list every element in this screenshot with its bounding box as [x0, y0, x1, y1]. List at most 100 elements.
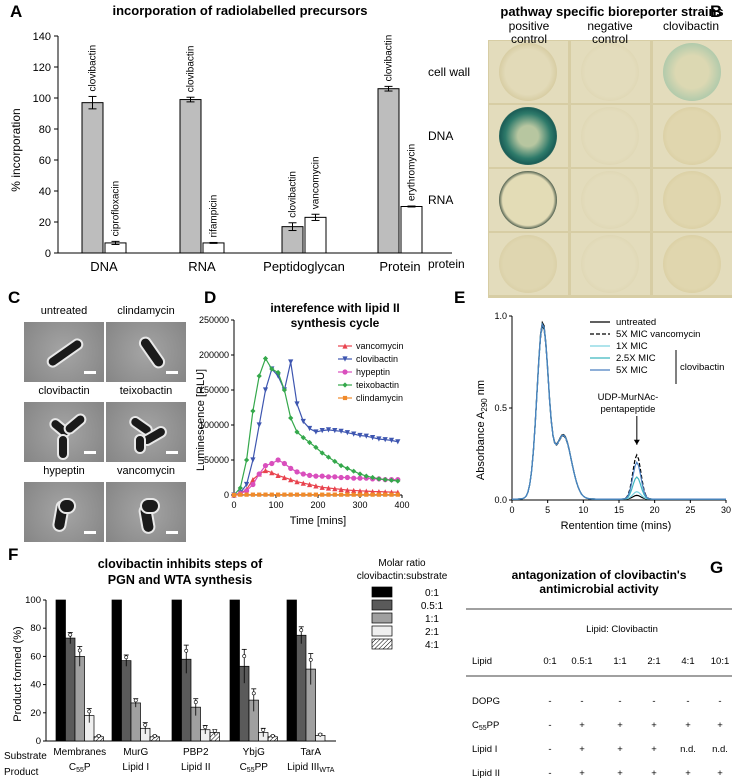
panel-a-bar-label: clovibactin — [186, 46, 197, 93]
panel-d-ylabel: Luminescence [RLU] — [195, 369, 207, 471]
panel-e-annotation-line2: pentapeptide — [601, 404, 656, 415]
panel-d-ytick-label: 200000 — [199, 350, 229, 360]
panel-f-replicate-point — [96, 734, 101, 738]
panel-e-legend-label: 2.5X MIC — [616, 353, 656, 364]
panel-f-legend-title-line2: clovibactin:substrate — [357, 571, 448, 582]
panel-d-marker — [342, 356, 348, 362]
panel-g-cell: + — [617, 720, 623, 731]
panel-f-legend-label: 2:1 — [425, 627, 439, 638]
panel-d-marker — [281, 460, 287, 467]
panel-f-ylabel: Product formed (%) — [12, 626, 24, 721]
panel-e-legend-label: 1X MIC — [616, 341, 648, 352]
panel-d-marker — [237, 485, 243, 491]
panel-a-ylabel: % incorporation — [9, 108, 23, 191]
panel-g-cell: n.d. — [680, 744, 696, 755]
panel-f-title-line1: clovibactin inhibits steps of — [98, 557, 263, 571]
panel-d-ytick-label: 0 — [224, 490, 229, 500]
bacterial-cell — [58, 498, 76, 514]
panel-d-marker — [281, 474, 287, 481]
panel-f-substrate-main: C — [240, 762, 247, 773]
panel-g-row-sub: 55 — [479, 725, 487, 732]
panel-g-row-label: DOPG — [472, 696, 500, 707]
panel-d-legend-label: clovibactin — [356, 354, 398, 364]
panel-d-marker — [357, 475, 363, 481]
panel-e-xtick-label: 30 — [721, 505, 731, 515]
panel-d-marker — [262, 463, 269, 469]
panel-d-marker — [338, 428, 344, 434]
panel-d-marker — [262, 467, 269, 474]
panel-a-title: incorporation of radiolabelled precursor… — [113, 3, 368, 18]
panel-f-ytick-label: 40 — [30, 680, 41, 691]
panel-d-marker — [370, 492, 375, 497]
panel-a-ytick-label: 0 — [45, 248, 51, 260]
panel-d-marker — [338, 486, 344, 492]
panel-d-legend-label: hypeptin — [356, 367, 390, 377]
panel-d-marker — [351, 492, 356, 497]
bioreporter-plate-cell — [571, 169, 650, 231]
panel-d-marker — [307, 425, 313, 432]
panel-f-group-label: PBP2 — [183, 747, 209, 758]
panel-d-marker — [256, 422, 262, 428]
panel-d-marker — [332, 428, 338, 434]
panel-f-bar — [121, 660, 132, 742]
panel-d-marker — [342, 343, 348, 349]
micrograph: clindamycin — [106, 305, 186, 382]
panel-e-ytick-label: 0.0 — [494, 495, 507, 505]
panel-d-marker — [244, 488, 250, 494]
panel-e-ytick-label: 1.0 — [494, 311, 507, 321]
panel-f-replicate-point — [193, 700, 198, 704]
panel-a-bar-label: clovibactin — [384, 35, 395, 82]
panel-d-marker — [364, 492, 369, 497]
panel-g-column-header: 10:1 — [711, 656, 730, 667]
panel-d-marker — [370, 474, 376, 481]
panel-d-xtick-label: 0 — [231, 500, 236, 510]
panel-d-marker — [325, 454, 332, 460]
panel-g-row-name: Lipid I — [472, 744, 497, 755]
panel-d-marker — [288, 477, 294, 483]
panel-a-bar-label: erythromycin — [407, 144, 418, 201]
panel-d-marker — [250, 477, 256, 483]
panel-a-ytick-label: 100 — [33, 93, 51, 105]
panel-d-marker — [351, 475, 357, 481]
panel-e-legend-group: clovibactin — [680, 362, 724, 373]
bioreporter-plate-cell — [571, 41, 650, 103]
panel-f-legend-label: 0:1 — [425, 588, 439, 599]
panel-d-marker — [383, 492, 388, 497]
panel-d-marker — [320, 492, 325, 497]
panel-d-marker — [313, 483, 319, 489]
bioreporter-plate-cell — [653, 233, 732, 295]
panel-d-marker — [288, 465, 294, 471]
panel-f-substrate-main: C — [69, 762, 76, 773]
panel-b-bioreporter: pathway specific bioreporter strains — [470, 0, 736, 300]
panel-d-marker — [332, 492, 337, 497]
panel-a-bar — [202, 242, 225, 254]
panel-d-marker — [256, 373, 262, 379]
panel-d-marker — [388, 437, 395, 443]
panel-d-marker — [300, 480, 306, 486]
panel-label-f: F — [8, 545, 19, 564]
panel-a-category-label: DNA — [90, 259, 118, 274]
panel-a-bar-label: clovibactin — [88, 45, 99, 92]
panel-f-replicate-point — [124, 655, 129, 660]
panel-d-marker — [370, 435, 376, 441]
panel-d-marker — [269, 366, 275, 372]
panel-g-cell: - — [580, 696, 583, 707]
bioreporter-plate-cell — [653, 105, 732, 167]
panel-d-marker — [231, 492, 237, 498]
panel-f-replicate-point — [299, 628, 304, 633]
panel-d-marker — [262, 387, 269, 393]
panel-g-row-label: Lipid I — [472, 744, 497, 755]
panel-d-marker — [344, 430, 350, 436]
panel-f-substrate-tail: PP — [255, 762, 269, 773]
bioreporter-colony — [663, 43, 721, 101]
panel-d-title-line2: synthesis cycle — [291, 316, 380, 330]
panel-d-marker — [244, 457, 250, 463]
panel-f-ytick-label: 20 — [30, 708, 41, 719]
panel-f-replicate-point — [318, 732, 323, 737]
panel-f-replicate-point — [68, 632, 73, 637]
panel-a-bar — [304, 216, 327, 254]
panel-d-marker — [363, 433, 369, 439]
micrograph-label: untreated — [40, 305, 88, 317]
panel-a-ytick-label: 60 — [39, 155, 51, 167]
panel-f-replicate-point — [308, 657, 313, 662]
